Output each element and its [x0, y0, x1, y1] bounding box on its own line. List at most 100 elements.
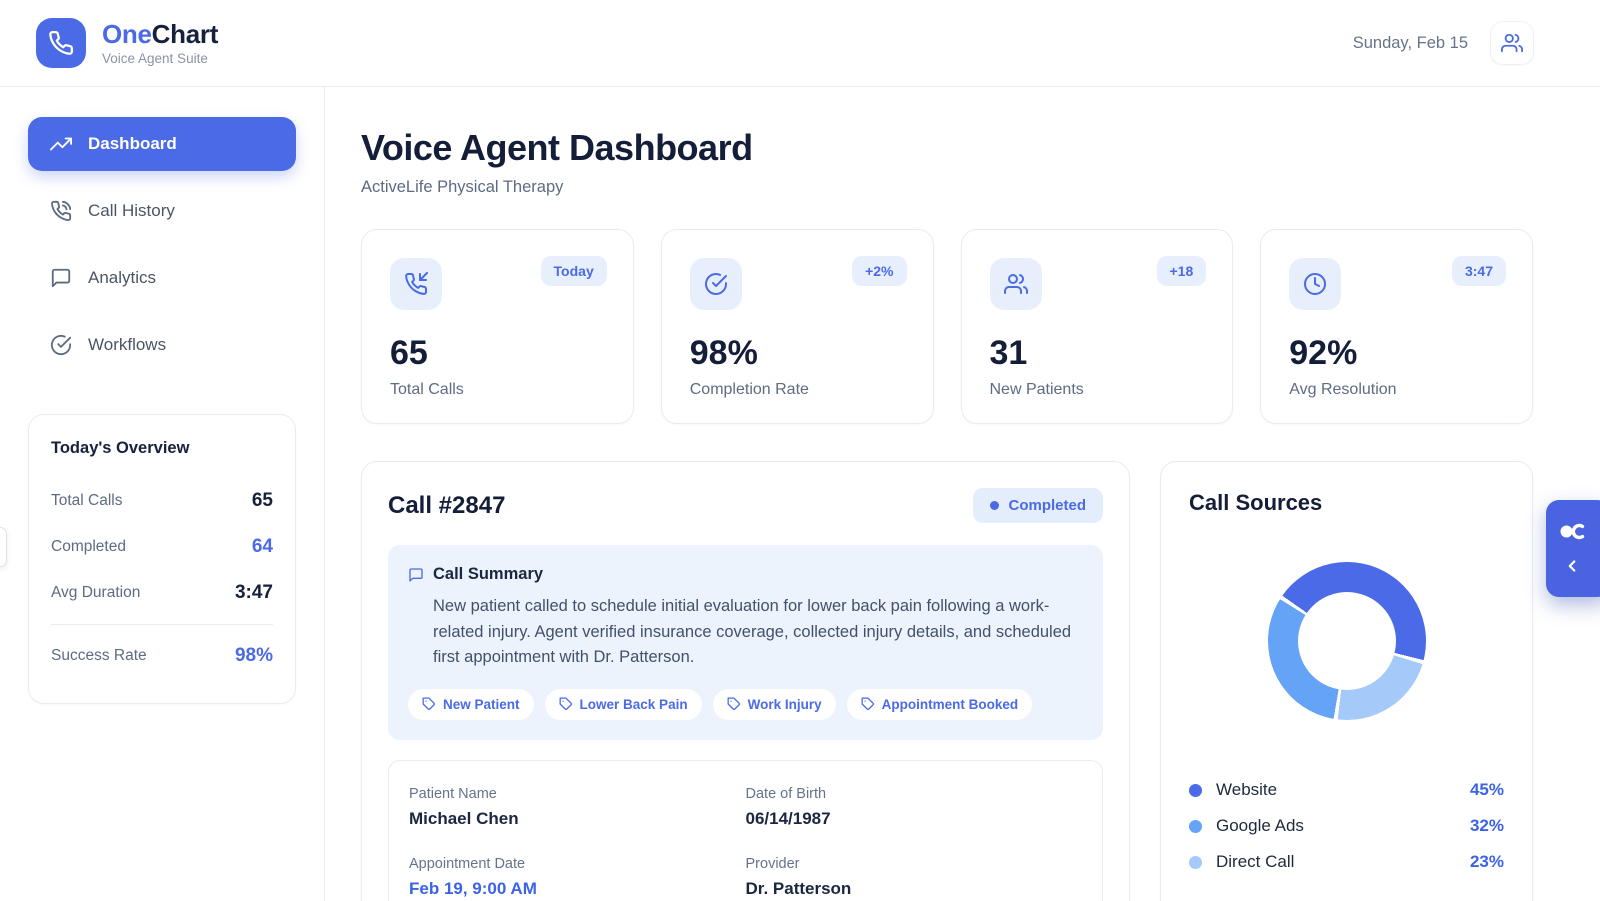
stat-card-completion-rate: +2% 98% Completion Rate: [660, 229, 934, 424]
overview-label: Avg Duration: [51, 584, 141, 601]
users-button[interactable]: [1490, 21, 1534, 65]
call-header: Call #2847 Completed: [388, 488, 1103, 523]
side-panel-toggle[interactable]: [1546, 500, 1600, 597]
field-value: 06/14/1987: [745, 808, 831, 828]
status-label: Completed: [1008, 497, 1086, 514]
legend-item: Google Ads 32%: [1189, 808, 1504, 844]
tag-new-patient: New Patient: [408, 688, 534, 720]
clock-icon: [1289, 258, 1342, 310]
header-date: Sunday, Feb 15: [1352, 33, 1468, 52]
phone-call-icon: [50, 200, 72, 222]
brand-subtitle: Voice Agent Suite: [102, 51, 208, 67]
call-title: Call #2847: [388, 491, 506, 519]
overview-row-total-calls: Total Calls 65: [51, 478, 273, 524]
overview-value: 64: [251, 536, 273, 557]
header-right: Sunday, Feb 15: [1353, 21, 1534, 65]
check-circle-icon: [50, 334, 72, 356]
legend-dot-icon: [1189, 783, 1202, 797]
sidebar-item-label: Workflows: [88, 335, 167, 354]
legend-dot-icon: [1189, 819, 1202, 833]
field-value: Feb 19, 9:00 AM: [409, 878, 537, 898]
sidebar-item-dashboard[interactable]: Dashboard: [28, 117, 296, 171]
field-date-of-birth: Date of Birth 06/14/1987: [746, 786, 1083, 829]
chevron-left-icon[interactable]: [1563, 557, 1581, 575]
field-patient-name: Patient Name Michael Chen: [409, 786, 746, 829]
page-subtitle: ActiveLife Physical Therapy: [361, 178, 564, 196]
stat-card-total-calls: Today 65 Total Calls: [361, 229, 634, 424]
onechart-logo-icon: [1559, 523, 1586, 540]
legend-label: Google Ads: [1216, 816, 1304, 835]
sidebar-item-label: Analytics: [88, 268, 157, 287]
call-sources-card: Call Sources Website 45% Google Ads 32% Dire…: [1160, 461, 1533, 901]
page-title: Voice Agent Dashboard: [361, 127, 753, 168]
stat-label: Avg Resolution: [1289, 381, 1397, 398]
status-badge: Completed: [973, 488, 1103, 523]
field-label: Date of Birth: [745, 785, 827, 802]
tag-label: Appointment Booked: [881, 696, 1019, 712]
overview-row-completed: Completed 64: [51, 524, 273, 570]
users-icon: [1501, 32, 1523, 54]
field-value: Dr. Patterson: [745, 878, 852, 898]
message-square-icon: [50, 267, 72, 289]
tag-icon: [861, 697, 875, 711]
overview-title: Today's Overview: [51, 439, 190, 457]
stat-value: 65: [390, 334, 428, 372]
content-row: Call #2847 Completed Call Summary New pa…: [361, 461, 1533, 901]
overview-label: Success Rate: [51, 647, 147, 664]
sidebar-item-analytics[interactable]: Analytics: [28, 251, 296, 305]
trending-up-icon: [50, 133, 72, 155]
sidebar-item-workflows[interactable]: Workflows: [28, 318, 296, 372]
field-value: Michael Chen: [409, 808, 519, 828]
legend-value: 32%: [1469, 816, 1504, 835]
field-label: Provider: [745, 855, 800, 872]
patient-info-card: Patient Name Michael Chen Date of Birth …: [388, 759, 1103, 901]
tag-icon: [559, 697, 573, 711]
summary-header: Call Summary: [408, 565, 1083, 584]
overview-label: Total Calls: [51, 492, 123, 509]
divider: [51, 624, 273, 625]
message-square-icon: [408, 567, 424, 583]
stat-label: Completion Rate: [689, 381, 809, 398]
stat-label: Total Calls: [390, 381, 464, 398]
main-content: Voice Agent Dashboard ActiveLife Physica…: [325, 87, 1600, 901]
sidebar-item-label: Call History: [88, 201, 175, 220]
stat-value: 31: [989, 334, 1028, 372]
phone-incoming-icon: [390, 258, 442, 310]
overview-value: 98%: [234, 645, 273, 666]
legend-item: Direct Call 23%: [1189, 844, 1504, 880]
stat-card-new-patients: +18 31 New Patients: [960, 229, 1234, 424]
todays-overview-card: Today's Overview Total Calls 65 Complete…: [28, 414, 296, 704]
tag-label: Work Injury: [747, 696, 822, 712]
brand-text: OneChart Voice Agent Suite: [102, 19, 218, 67]
legend-value: 23%: [1469, 852, 1504, 871]
tag-work-injury: Work Injury: [712, 688, 836, 720]
tag-icon: [727, 697, 741, 711]
field-label: Appointment Date: [409, 855, 526, 872]
sidebar-item-label: Dashboard: [88, 134, 177, 153]
brand-name: OneChart: [102, 19, 218, 49]
phone-icon: [48, 30, 74, 56]
sidebar-item-call-history[interactable]: Call History: [28, 184, 296, 238]
tag-label: New Patient: [443, 696, 520, 712]
legend-dot-icon: [1189, 855, 1202, 869]
check-circle-icon: [689, 258, 742, 310]
tags-row: New Patient Lower Back Pain Work Injury: [408, 688, 1083, 720]
donut-chart: [1267, 562, 1426, 720]
chart-title: Call Sources: [1189, 490, 1323, 515]
overview-row-avg-duration: Avg Duration 3:47: [51, 570, 273, 616]
status-dot-icon: [990, 501, 1000, 510]
left-edge-widget[interactable]: [0, 527, 7, 567]
stat-badge: +18: [1156, 256, 1207, 286]
tag-lower-back-pain: Lower Back Pain: [544, 688, 702, 720]
stat-badge: Today: [540, 256, 607, 286]
summary-text: New patient called to schedule initial e…: [433, 597, 1072, 666]
legend-value: 45%: [1469, 780, 1504, 799]
field-appointment-date: Appointment Date Feb 19, 9:00 AM: [409, 856, 746, 899]
overview-value: 65: [251, 490, 273, 511]
tag-label: Lower Back Pain: [579, 696, 688, 712]
field-provider: Provider Dr. Patterson: [746, 856, 1083, 899]
brand-logo: [36, 18, 86, 68]
field-label: Patient Name: [409, 785, 497, 802]
sidebar: Dashboard Call History Analytics Workflo…: [0, 87, 325, 901]
stats-row: Today 65 Total Calls +2% 98% Completion …: [361, 229, 1533, 424]
